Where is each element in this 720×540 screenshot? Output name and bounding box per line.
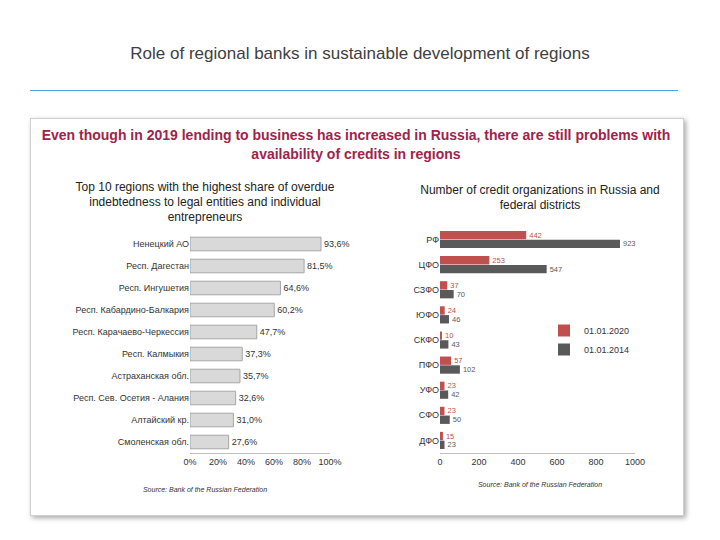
html-text:Source: Bank of the Russian Fe: Source: Bank of the Russian Federation <box>477 481 603 488</box>
svg-text:37: 37 <box>450 281 458 290</box>
svg-text:Смоленская обл.: Смоленская обл. <box>118 437 189 447</box>
svg-text:СКФО: СКФО <box>414 335 439 345</box>
svg-text:800: 800 <box>588 457 603 467</box>
svg-text:ЦФО: ЦФО <box>418 260 439 270</box>
svg-text:ЮФО: ЮФО <box>416 310 439 320</box>
svg-text:57: 57 <box>454 356 462 365</box>
svg-text:40%: 40% <box>237 457 255 467</box>
svg-text:47,7%: 47,7% <box>260 327 286 337</box>
svg-text:923: 923 <box>623 239 636 248</box>
svg-text:64,6%: 64,6% <box>283 283 309 293</box>
svg-text:200: 200 <box>471 457 486 467</box>
svg-text:35,7%: 35,7% <box>243 371 269 381</box>
svg-text:УФО: УФО <box>420 385 439 395</box>
svg-text:23: 23 <box>447 381 455 390</box>
html-text:Number of credit organizations: Number of credit organizations in Russia… <box>420 183 660 212</box>
svg-text:СЗФО: СЗФО <box>413 285 439 295</box>
svg-text:60%: 60% <box>265 457 283 467</box>
svg-text:Ненецкий АО: Ненецкий АО <box>133 239 189 249</box>
html-text:Top 10 regions with the highes: Top 10 regions with the highest share of… <box>75 180 335 224</box>
svg-text:23: 23 <box>447 440 455 449</box>
svg-text:ДФО: ДФО <box>419 436 439 446</box>
svg-text:50: 50 <box>453 415 461 424</box>
svg-text:15: 15 <box>446 432 454 441</box>
svg-text:1000: 1000 <box>625 457 645 467</box>
svg-text:27,6%: 27,6% <box>232 437 258 447</box>
svg-text:42: 42 <box>451 390 459 399</box>
svg-text:70: 70 <box>457 290 465 299</box>
svg-text:Респ. Кабардино-Балкария: Респ. Кабардино-Балкария <box>76 305 190 315</box>
svg-text:102: 102 <box>463 365 476 374</box>
html-text:Even though in 2019 lending to: Even though in 2019 lending to business … <box>41 127 671 162</box>
svg-text:93,6%: 93,6% <box>324 239 350 249</box>
svg-text:01.01.2014: 01.01.2014 <box>584 345 629 355</box>
svg-text:46: 46 <box>452 315 460 324</box>
svg-text:60,2%: 60,2% <box>277 305 303 315</box>
svg-text:43: 43 <box>451 340 459 349</box>
svg-text:Респ. Калмыкия: Респ. Калмыкия <box>122 349 189 359</box>
svg-text:Респ. Дагестан: Респ. Дагестан <box>126 261 189 271</box>
svg-text:100%: 100% <box>318 457 341 467</box>
svg-text:400: 400 <box>510 457 525 467</box>
svg-text:ПФО: ПФО <box>419 360 439 370</box>
svg-text:31,0%: 31,0% <box>236 415 262 425</box>
svg-text:Астраханская обл.: Астраханская обл. <box>111 371 189 381</box>
svg-text:253: 253 <box>492 256 505 265</box>
svg-text:01.01.2020: 01.01.2020 <box>584 326 629 336</box>
svg-text:20%: 20% <box>209 457 227 467</box>
html-text:Role of regional banks in sust: Role of regional banks in sustainable de… <box>130 44 590 63</box>
svg-text:442: 442 <box>529 231 542 240</box>
svg-text:81,5%: 81,5% <box>307 261 333 271</box>
svg-text:37,3%: 37,3% <box>245 349 271 359</box>
svg-text:32,6%: 32,6% <box>239 393 265 403</box>
svg-text:0%: 0% <box>183 457 196 467</box>
svg-text:23: 23 <box>447 406 455 415</box>
svg-text:10: 10 <box>445 331 453 340</box>
svg-text:СФО: СФО <box>419 410 439 420</box>
svg-text:547: 547 <box>550 265 563 274</box>
svg-text:Алтайский кр.: Алтайский кр. <box>131 415 189 425</box>
svg-text:Респ. Сев. Осетия - Алания: Респ. Сев. Осетия - Алания <box>73 393 189 403</box>
svg-text:24: 24 <box>448 306 456 315</box>
svg-text:0: 0 <box>437 457 442 467</box>
svg-text:РФ: РФ <box>426 235 439 245</box>
svg-text:600: 600 <box>549 457 564 467</box>
svg-text:Респ. Карачаево-Черкессия: Респ. Карачаево-Черкессия <box>73 327 190 337</box>
html-text:Source: Bank of the Russian Fe: Source: Bank of the Russian Federation <box>142 486 268 493</box>
svg-text:80%: 80% <box>293 457 311 467</box>
svg-text:Респ. Ингушетия: Респ. Ингушетия <box>119 283 189 293</box>
